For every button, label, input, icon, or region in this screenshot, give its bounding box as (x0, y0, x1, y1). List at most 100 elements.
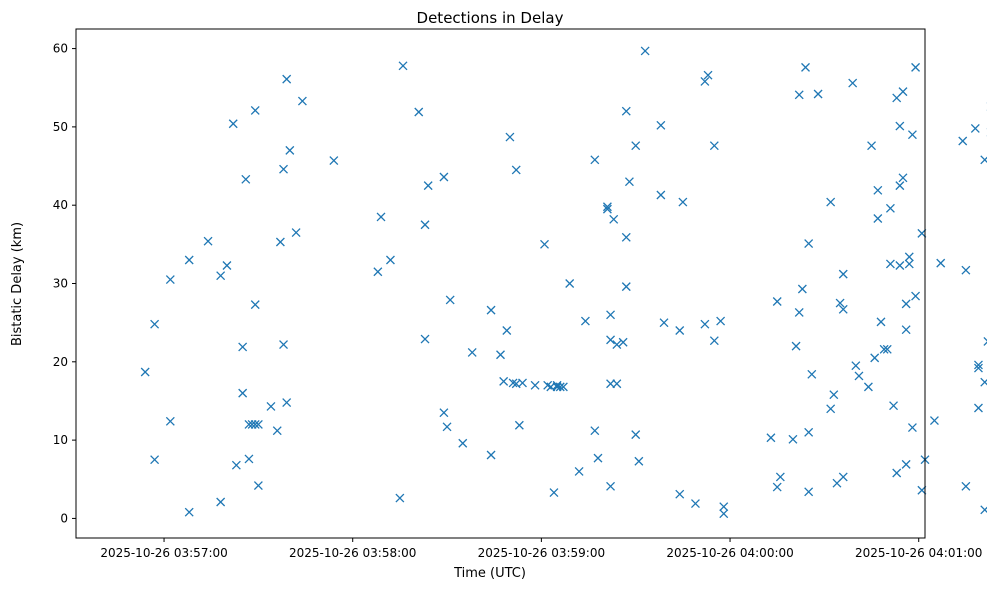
data-point (458, 438, 468, 448)
data-point (703, 70, 713, 80)
data-point (700, 77, 710, 86)
data-point (980, 505, 987, 515)
x-axis-label: Time (UTC) (453, 566, 526, 581)
data-point (911, 62, 921, 72)
data-point (709, 141, 719, 151)
chart-title: Detections in Delay (417, 9, 564, 27)
y-tick-label: 40 (53, 198, 68, 212)
data-point (593, 453, 603, 463)
y-axis-ticks: 0 10 20 30 40 50 60 (53, 42, 76, 525)
data-point (895, 121, 905, 131)
data-point (279, 164, 288, 174)
data-point (873, 185, 883, 195)
data-point (775, 472, 785, 482)
data-point (606, 310, 616, 320)
data-point (624, 177, 634, 187)
data-point (602, 204, 612, 214)
data-point (678, 197, 688, 207)
x-tick-label: 2025-10-26 03:57:00 (100, 546, 227, 560)
data-point (690, 499, 700, 509)
data-point (238, 342, 248, 352)
data-point (549, 488, 559, 498)
y-tick-label: 30 (53, 277, 68, 291)
data-point (282, 398, 292, 407)
data-point (496, 350, 505, 360)
data-point (272, 426, 282, 436)
data-point (970, 123, 980, 133)
data-point (291, 228, 301, 238)
data-point (518, 378, 527, 388)
data-point (606, 379, 616, 389)
data-point (807, 369, 817, 379)
data-point (640, 46, 650, 56)
data-point (867, 141, 877, 151)
data-point (794, 90, 804, 100)
y-axis-label: Bistatic Delay (km) (10, 222, 25, 346)
data-point (801, 62, 810, 72)
data-point (901, 325, 911, 335)
data-point (184, 507, 194, 517)
data-point (238, 388, 248, 398)
data-point (502, 326, 512, 335)
x-tick-label: 2025-10-26 04:01:00 (855, 546, 982, 560)
data-point (766, 433, 776, 443)
data-point (420, 334, 430, 344)
data-point (250, 105, 260, 115)
data-point (797, 284, 807, 294)
data-point (882, 344, 892, 354)
data-point (279, 340, 288, 350)
data-point (675, 489, 685, 499)
data-point (423, 181, 433, 191)
data-point (580, 316, 590, 326)
data-point (709, 336, 719, 346)
data-point (958, 136, 968, 146)
data-point (420, 220, 430, 230)
data-point (895, 261, 905, 270)
data-point (621, 282, 631, 292)
data-point (499, 376, 509, 386)
data-point (511, 165, 521, 175)
data-point (609, 214, 619, 224)
data-point (253, 481, 263, 490)
y-tick-label: 0 (60, 511, 68, 525)
data-point (445, 295, 455, 305)
data-point (552, 382, 562, 392)
data-point (838, 472, 848, 482)
data-point (838, 269, 848, 279)
data-point (898, 87, 908, 97)
data-point (282, 74, 292, 84)
data-point (247, 419, 257, 429)
data-point (870, 353, 880, 363)
data-point (565, 279, 575, 288)
data-point (376, 212, 386, 222)
data-point (876, 317, 886, 327)
data-point (719, 502, 729, 512)
data-point (829, 390, 839, 400)
data-point (907, 130, 917, 140)
data-point (486, 305, 496, 315)
data-point (244, 419, 254, 429)
data-point (439, 408, 449, 418)
data-point (973, 363, 983, 373)
data-point (244, 454, 254, 464)
data-point (618, 337, 628, 347)
data-point (885, 203, 895, 213)
data-point (719, 509, 729, 519)
data-point (631, 141, 641, 151)
data-point (895, 181, 905, 191)
data-point (980, 377, 987, 387)
data-point (508, 378, 518, 388)
data-point (250, 419, 260, 429)
data-point (980, 155, 987, 165)
data-point (879, 344, 889, 354)
data-point (794, 308, 804, 317)
data-point (791, 341, 801, 351)
data-point (898, 173, 908, 183)
data-point (961, 265, 971, 275)
data-point (700, 319, 710, 329)
data-point (656, 120, 666, 130)
data-point (275, 237, 285, 247)
data-point (398, 61, 408, 71)
y-tick-label: 10 (53, 433, 68, 447)
